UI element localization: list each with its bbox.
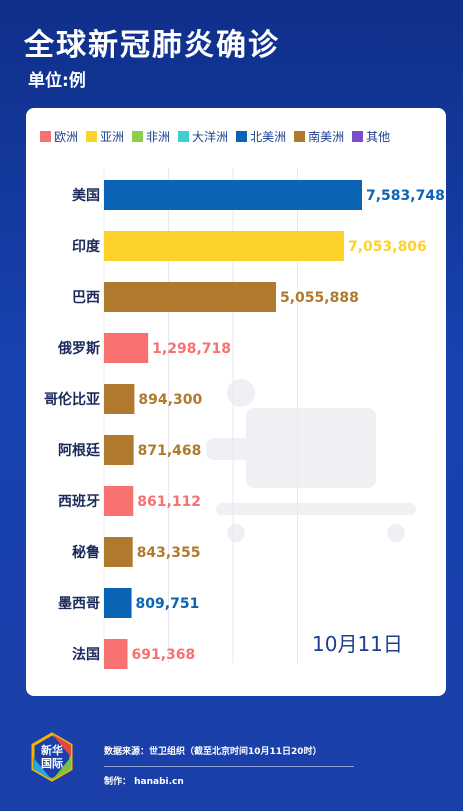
value-label: 871,468 xyxy=(138,443,202,459)
legend-label: 大洋洲 xyxy=(192,130,229,144)
value-label: 691,368 xyxy=(132,647,196,663)
maker-note: 制作： hanabi.cn xyxy=(104,777,184,787)
legend-swatch xyxy=(294,131,306,142)
logo-text-line: 新华 xyxy=(41,744,63,757)
xinhua-logo-icon xyxy=(31,732,73,782)
legend-swatch xyxy=(236,131,248,142)
legend-label: 其他 xyxy=(366,130,391,144)
value-label: 7,583,748 xyxy=(366,188,445,204)
legend-item: 非洲 xyxy=(132,128,170,145)
legend-item: 北美洲 xyxy=(236,128,286,145)
legend-swatch xyxy=(178,131,190,142)
category-label: 墨西哥 xyxy=(58,596,100,612)
bar xyxy=(104,537,133,567)
legend-item: 大洋洲 xyxy=(178,128,228,145)
footer-divider xyxy=(104,766,354,767)
legend-label: 北美洲 xyxy=(250,130,287,144)
value-label: 894,300 xyxy=(138,392,202,408)
legend-label: 非洲 xyxy=(146,130,171,144)
category-label: 哥伦比亚 xyxy=(44,391,100,408)
bar xyxy=(104,282,277,312)
category-label: 阿根廷 xyxy=(58,442,101,459)
value-label: 843,355 xyxy=(137,545,201,561)
unit-label: 单位:例 xyxy=(28,71,86,91)
legend-swatch xyxy=(86,131,98,142)
date-label: 10月11日 xyxy=(312,632,403,656)
legend: 欧洲 亚洲 非洲 大洋洲 北美洲 南美洲 其他 xyxy=(40,128,436,145)
bar xyxy=(104,588,132,618)
bar xyxy=(104,333,149,363)
legend-item: 其他 xyxy=(352,128,390,145)
legend-label: 亚洲 xyxy=(100,130,125,144)
logo-text-line: 国际 xyxy=(41,757,63,770)
legend-swatch xyxy=(132,131,144,142)
page-title: 全球新冠肺炎确诊 xyxy=(24,28,280,63)
legend-label: 欧洲 xyxy=(54,130,79,144)
category-label: 巴西 xyxy=(72,290,100,306)
category-label: 美国 xyxy=(72,187,100,204)
legend-swatch xyxy=(40,131,51,142)
legend-item: 亚洲 xyxy=(86,128,124,145)
bar xyxy=(104,435,134,465)
value-label: 809,751 xyxy=(136,596,200,612)
legend-item: 欧洲 xyxy=(40,128,78,145)
bar xyxy=(104,486,134,516)
legend-item: 南美洲 xyxy=(294,128,344,145)
category-label: 印度 xyxy=(72,238,101,255)
logo-text: 新华 国际 xyxy=(30,744,74,770)
category-label: 法国 xyxy=(72,646,100,663)
category-label: 俄罗斯 xyxy=(57,340,100,357)
value-label: 5,055,888 xyxy=(280,290,359,306)
bar xyxy=(104,639,128,669)
legend-label: 南美洲 xyxy=(308,130,345,144)
source-note: 数据来源：世卫组织（截至北京时间10月11日20时） xyxy=(104,747,322,757)
bar xyxy=(104,384,135,414)
bar-chart: 美国 7,583,748 印度 7,053,806 巴西 5,055,888 俄罗斯 1,29… xyxy=(44,168,445,669)
legend-swatch xyxy=(352,131,364,142)
watermark-icon xyxy=(206,379,416,542)
bar xyxy=(104,231,344,261)
value-label: 861,112 xyxy=(137,494,201,510)
value-label: 1,298,718 xyxy=(152,341,231,357)
category-label: 西班牙 xyxy=(58,493,100,510)
category-label: 秘鲁 xyxy=(72,544,100,561)
chart-card: 欧洲 亚洲 非洲 大洋洲 北美洲 南美洲 其他 美国 7,583,748 印度 7,053,806… xyxy=(26,108,446,696)
value-label: 7,053,806 xyxy=(348,239,427,255)
bar xyxy=(104,180,362,210)
